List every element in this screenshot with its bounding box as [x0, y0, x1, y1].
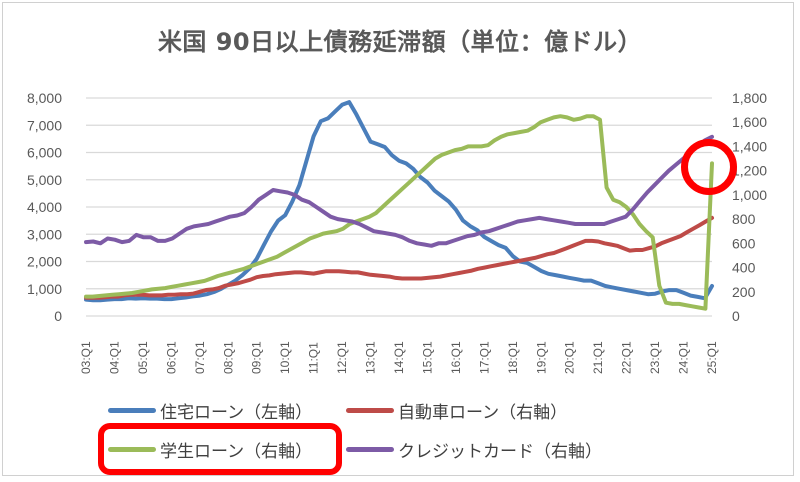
legend-swatch-credit: [346, 447, 394, 452]
right-axis-tick-label: 1,800: [732, 90, 767, 106]
x-axis-tick-label: 12:Q1: [335, 341, 349, 374]
right-axis-tick-label: 600: [732, 235, 756, 251]
series-line-3: [84, 134, 714, 248]
chart-title: 米国 90日以上債務延滞額（単位：億ドル）: [157, 28, 643, 56]
x-axis-tick-label: 23:Q1: [648, 341, 662, 374]
legend-swatch-auto: [346, 408, 394, 413]
left-axis-tick-label: 5,000: [27, 172, 62, 188]
x-axis-tick-label: 07:Q1: [193, 341, 207, 374]
right-axis-tick-label: 1,400: [732, 138, 767, 154]
legend-item-student: 学生ローン（右軸）: [108, 437, 312, 462]
x-axis-tick-label: 21:Q1: [591, 341, 605, 374]
legend-label-housing: 住宅ローン（左軸）: [160, 403, 313, 423]
legend-item-auto: 自動車ローン（右軸）: [346, 398, 567, 423]
left-axis-tick-label: 7,000: [27, 117, 62, 133]
x-axis-tick-label: 25:Q1: [705, 341, 719, 374]
x-axis-tick-label: 22:Q1: [620, 341, 634, 374]
highlight-circle: [681, 139, 737, 195]
right-axis-tick-label: 1,000: [732, 187, 767, 203]
x-axis-tick-label: 06:Q1: [164, 341, 178, 374]
x-axis-tick-label: 11:Q1: [307, 342, 321, 374]
x-axis-tick-label: 19:Q1: [534, 341, 548, 374]
legend-item-housing: 住宅ローン（左軸）: [108, 398, 312, 423]
x-axis-tick-label: 18:Q1: [506, 341, 520, 374]
x-axis-tick-label: 10:Q1: [278, 341, 292, 374]
left-axis-tick-label: 2,000: [27, 254, 62, 270]
x-axis-tick-label: 20:Q1: [563, 341, 577, 374]
right-axis-tick-label: 1,200: [732, 163, 767, 179]
x-axis-tick-label: 14:Q1: [392, 341, 406, 374]
legend-swatch-student: [108, 447, 156, 452]
left-axis-tick-label: 3,000: [27, 226, 62, 242]
right-axis-tick-label: 200: [732, 284, 756, 300]
right-axis-tick-label: 0: [732, 308, 740, 324]
highlight-box-student-loan: [98, 423, 342, 475]
legend-label-auto: 自動車ローン（右軸）: [398, 403, 568, 423]
right-axis-tick-label: 800: [732, 211, 756, 227]
legend-item-credit: クレジットカード（右軸）: [346, 437, 602, 462]
x-axis-tick-label: 16:Q1: [449, 341, 463, 374]
left-axis-tick-label: 8,000: [27, 90, 62, 106]
legend-swatch-housing: [108, 408, 156, 413]
left-axis-tick-label: 4,000: [27, 199, 62, 215]
series-line-0: [84, 100, 714, 303]
x-axis-ticks: 03:Q1 04:Q1 05:Q1 06:Q1 07:Q1 08:Q1 09:Q1 10:Q1…: [79, 341, 719, 374]
right-axis-tick-label: 1,600: [732, 114, 767, 130]
series-line-2: [84, 114, 714, 311]
legend-label-student: 学生ローン（右軸）: [160, 442, 313, 462]
x-axis-tick-label: 04:Q1: [107, 341, 121, 374]
x-axis-tick-label: 15:Q1: [420, 341, 434, 374]
x-axis-tick-label: 24:Q1: [677, 341, 691, 374]
left-axis-tick-label: 1,000: [27, 281, 62, 297]
right-axis-tick-label: 400: [732, 260, 756, 276]
left-axis-tick-label: 0: [54, 308, 62, 324]
left-axis-tick-label: 6,000: [27, 145, 62, 161]
x-axis-tick-label: 13:Q1: [364, 341, 378, 374]
series-line-1: [84, 215, 714, 300]
x-axis-tick-label: 09:Q1: [250, 341, 264, 374]
series-lines: [84, 100, 714, 311]
x-axis-tick-label: 05:Q1: [136, 341, 150, 374]
x-axis-tick-label: 08:Q1: [221, 341, 235, 374]
x-axis-tick-label: 03:Q1: [79, 341, 93, 374]
right-axis-ticks: 1,800 1,600 1,400 1,200 1,000 800 600 400 200 0: [732, 90, 767, 324]
legend-label-credit: クレジットカード（右軸）: [398, 442, 602, 462]
x-axis-tick-label: 17:Q1: [477, 341, 491, 374]
gridlines: [86, 97, 712, 317]
left-axis-ticks: 8,000 7,000 6,000 5,000 4,000 3,000 2,000 1,000…: [27, 90, 62, 324]
